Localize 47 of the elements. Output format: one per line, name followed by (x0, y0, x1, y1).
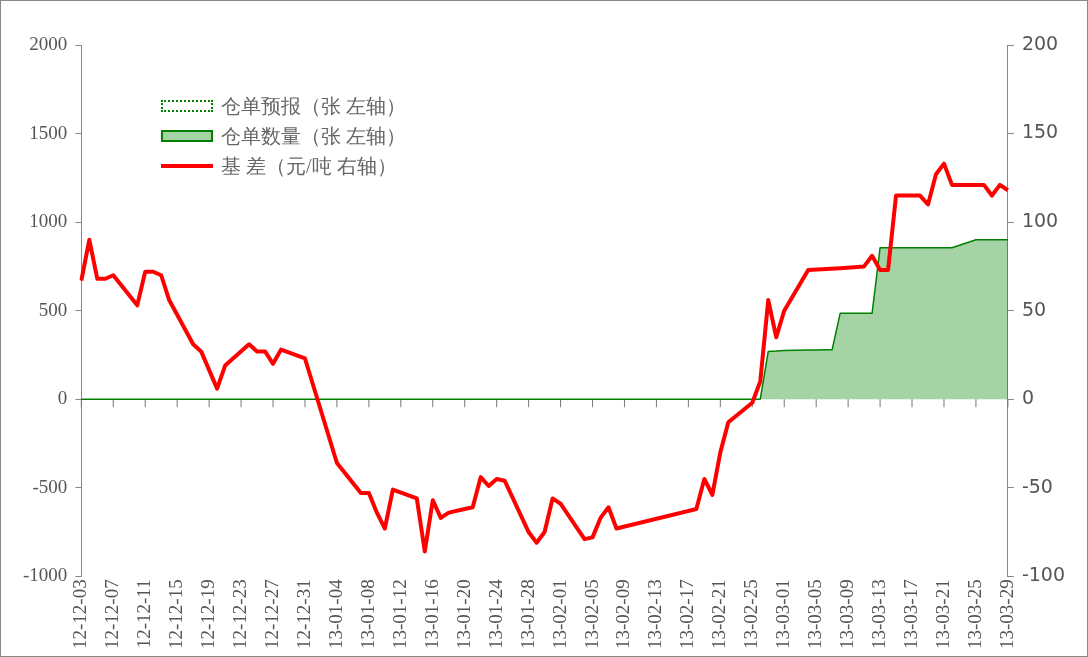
y-tick-label: -1000 (23, 564, 68, 586)
y-tick-label: 1500 (29, 121, 68, 143)
y-tick-label: 0 (57, 387, 68, 409)
y2-tick-label: 150 (1021, 120, 1059, 143)
y-tick-label: 1000 (29, 210, 68, 232)
x-tick-label: 12-12-03 (69, 579, 91, 649)
y-tick-label: -500 (32, 475, 68, 497)
x-tick-label: 12-12-19 (197, 579, 219, 649)
x-tick-label: 13-03-25 (963, 579, 985, 649)
x-tick-label: 12-12-07 (101, 579, 123, 649)
x-tick-label: 13-03-13 (868, 579, 890, 649)
y-tick-label: 2000 (29, 32, 68, 54)
y2-tick-label: 200 (1021, 31, 1059, 54)
legend-label: 基 差（元/吨 右轴） (221, 153, 397, 179)
x-tick-label: 12-12-23 (229, 579, 251, 649)
x-tick-label: 13-03-29 (995, 579, 1017, 649)
y2-tick-label: 50 (1021, 297, 1047, 320)
x-tick-label: 13-03-01 (772, 579, 794, 649)
x-tick-label: 13-01-08 (356, 579, 378, 649)
y2-tick-label: -100 (1021, 563, 1065, 586)
legend-label: 仓单数量（张 左轴） (221, 123, 406, 149)
x-tick-label: 13-03-05 (804, 579, 826, 649)
x-tick-label: 13-03-21 (931, 579, 953, 649)
x-tick-label: 13-01-28 (516, 579, 538, 649)
x-tick-label: 13-02-05 (580, 579, 602, 649)
x-tick-label: 12-12-11 (133, 579, 155, 649)
y2-tick-label: 0 (1021, 386, 1034, 409)
x-tick-label: 13-02-09 (612, 579, 634, 649)
x-tick-label: 13-01-04 (324, 578, 346, 649)
x-tick-label: 13-02-21 (708, 579, 730, 649)
x-tick-label: 13-01-20 (452, 579, 474, 649)
x-tick-label: 12-12-15 (165, 579, 187, 649)
x-tick-label: 13-02-17 (676, 579, 698, 649)
y2-tick-label: -50 (1021, 474, 1053, 497)
x-tick-label: 13-01-12 (388, 579, 410, 649)
x-tick-label: 12-12-27 (261, 579, 283, 649)
x-tick-label: 13-03-17 (900, 579, 922, 649)
x-tick-label: 13-01-16 (420, 579, 442, 649)
y2-tick-label: 100 (1021, 209, 1059, 232)
x-tick-label: 12-12-31 (292, 579, 314, 649)
x-tick-label: 13-02-13 (644, 579, 666, 649)
x-tick-label: 13-03-09 (836, 579, 858, 649)
x-tick-label: 13-02-01 (548, 579, 570, 649)
x-tick-label: 13-02-25 (740, 579, 762, 649)
y-tick-label: 500 (38, 298, 68, 320)
x-tick-label: 13-01-24 (484, 578, 506, 649)
legend-label: 仓单预报（张 左轴） (221, 93, 406, 119)
